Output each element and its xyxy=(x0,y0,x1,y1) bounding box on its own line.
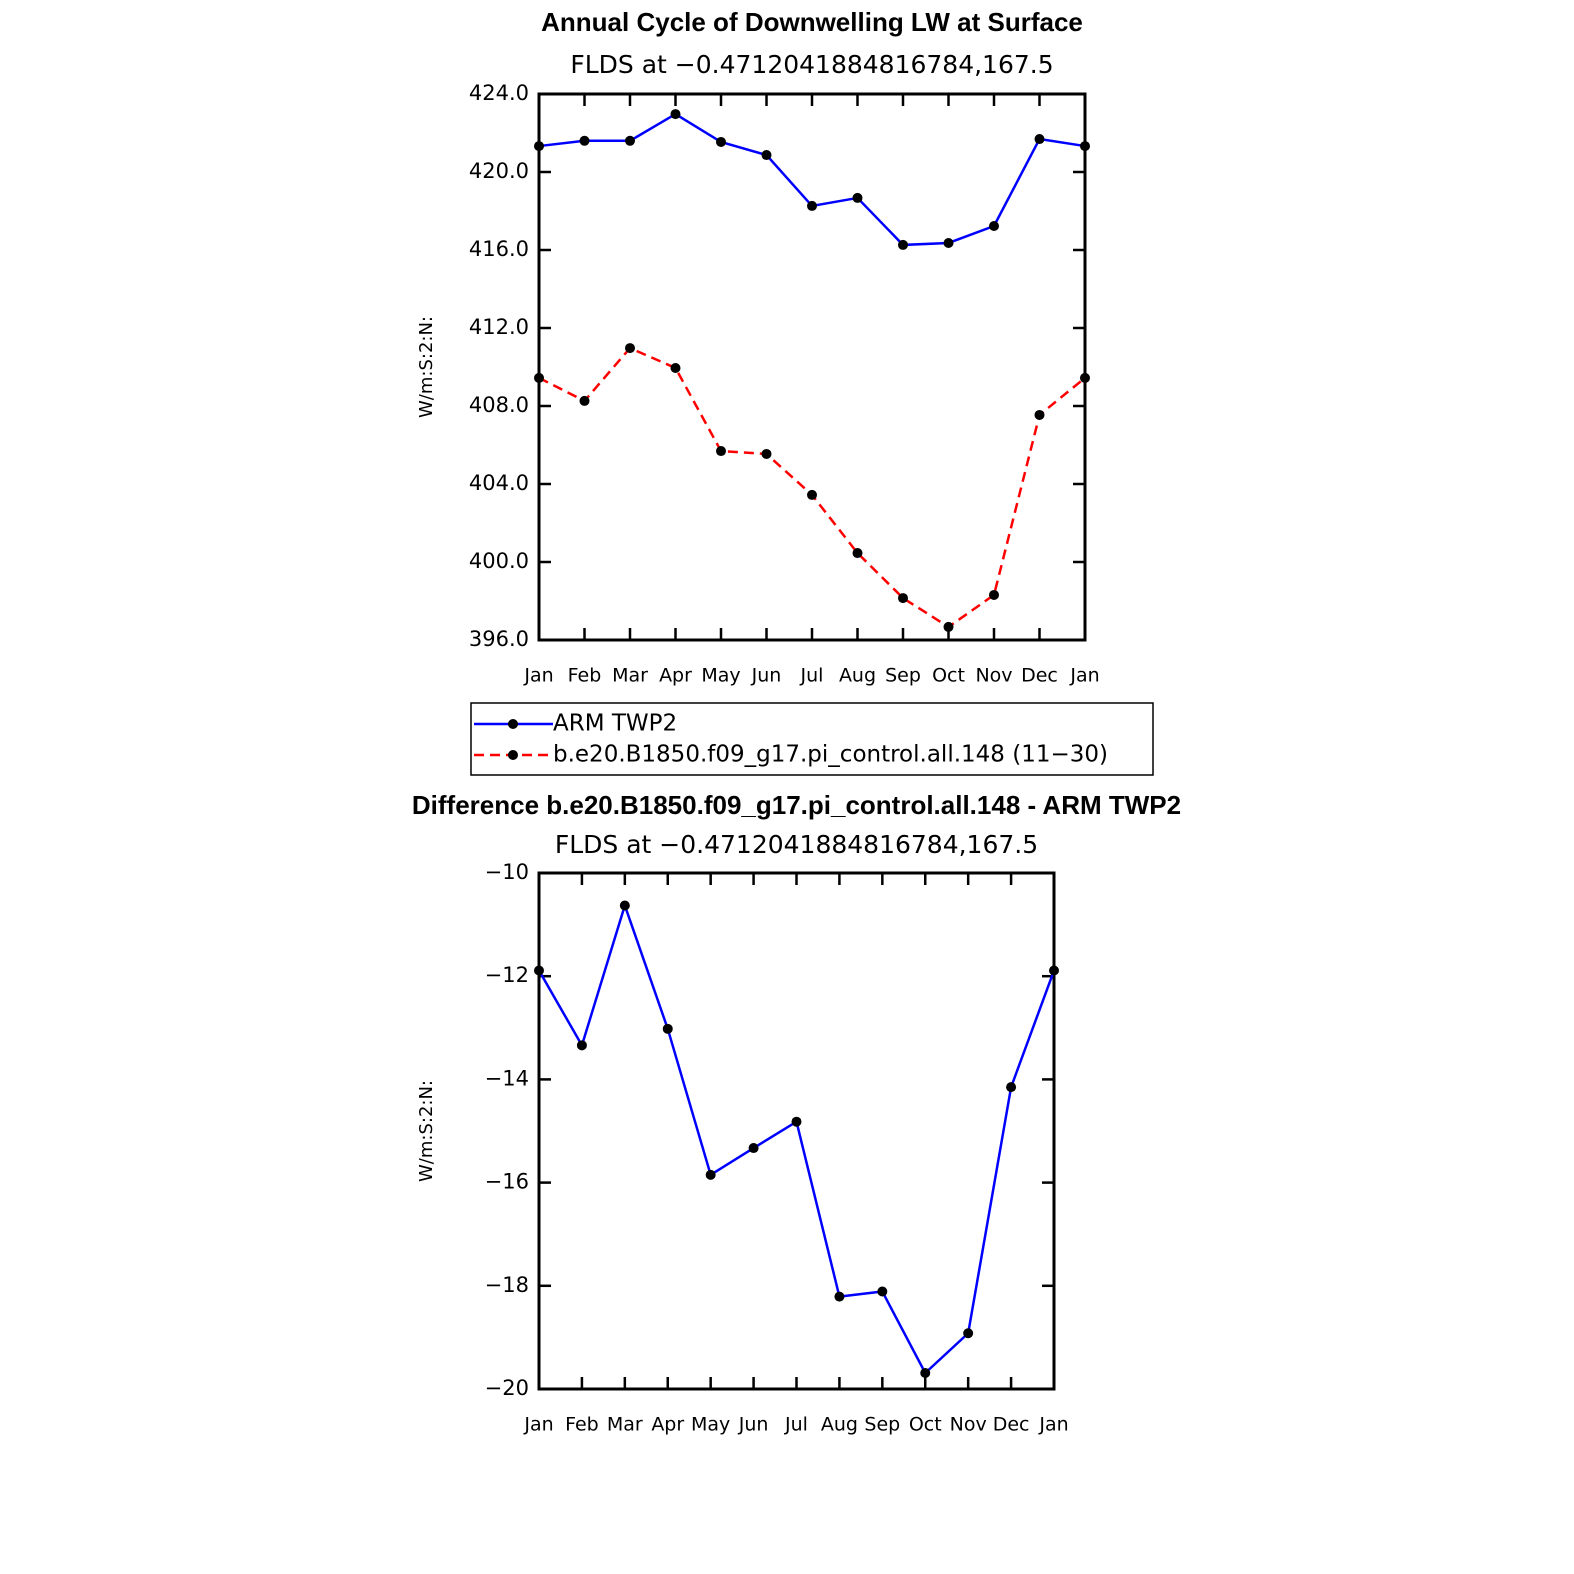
x-tick-label: Jan xyxy=(523,665,553,687)
x-tick-label: Mar xyxy=(607,1414,643,1436)
x-tick-label: Sep xyxy=(864,1414,900,1436)
data-point xyxy=(748,1143,759,1154)
data-point xyxy=(1006,1082,1017,1093)
data-point xyxy=(716,136,726,147)
chart-subtitle: FLDS at −0.4712041884816784,167.5 xyxy=(570,50,1053,79)
data-point xyxy=(670,109,681,120)
legend-box xyxy=(470,702,1154,776)
legend-label: ARM TWP2 xyxy=(553,711,677,737)
data-point xyxy=(534,965,544,976)
y-tick-label: −16 xyxy=(485,1170,529,1194)
data-point xyxy=(534,141,544,152)
data-point xyxy=(761,150,772,161)
x-tick-label: Jul xyxy=(784,1414,808,1436)
data-point xyxy=(834,1291,845,1302)
x-tick-label: Dec xyxy=(1021,665,1058,687)
data-point xyxy=(625,343,635,354)
series-line xyxy=(537,901,1056,1376)
data-point xyxy=(989,589,999,600)
data-point xyxy=(898,239,908,250)
y-tick-label: 412.0 xyxy=(469,315,529,339)
data-point xyxy=(1034,134,1045,145)
data-point xyxy=(1049,965,1059,976)
y-axis-label: W/m:S:2:N: xyxy=(416,1080,437,1182)
data-point xyxy=(579,135,590,146)
data-point xyxy=(705,1169,716,1180)
data-point xyxy=(579,395,590,406)
x-tick-label: Apr xyxy=(659,665,692,687)
x-tick-label: Apr xyxy=(651,1414,684,1436)
x-tick-label: Jul xyxy=(800,665,824,687)
y-tick-label: −12 xyxy=(485,963,529,987)
y-tick-label: 404.0 xyxy=(469,471,529,495)
data-point xyxy=(852,192,863,203)
x-tick-label: Aug xyxy=(839,665,876,687)
series-line xyxy=(538,346,1086,629)
x-tick-label: Jun xyxy=(738,1414,769,1436)
x-tick-label: Aug xyxy=(821,1414,858,1436)
data-point xyxy=(534,372,544,383)
data-point xyxy=(963,1328,974,1339)
data-point xyxy=(716,446,726,457)
data-point xyxy=(761,448,772,459)
data-point xyxy=(898,593,908,604)
data-point xyxy=(943,237,954,248)
legend-label: b.e20.B1850.f09_g17.pi_control.all.148 (… xyxy=(553,742,1108,768)
x-tick-label: Oct xyxy=(932,665,965,687)
y-tick-label: 424.0 xyxy=(469,81,529,105)
chart-title: Difference b.e20.B1850.f09_g17.pi_contro… xyxy=(412,790,1181,820)
data-point xyxy=(1080,372,1090,383)
data-point xyxy=(576,1040,587,1051)
x-tick-label: Nov xyxy=(950,1414,987,1436)
y-tick-label: 408.0 xyxy=(469,393,529,417)
chart-title: Annual Cycle of Downwelling LW at Surfac… xyxy=(541,7,1083,37)
x-tick-label: Sep xyxy=(885,665,921,687)
x-tick-label: Feb xyxy=(565,1414,599,1436)
data-point xyxy=(920,1368,931,1379)
plot-frame xyxy=(537,92,1087,642)
data-point xyxy=(670,362,681,373)
x-tick-label: Oct xyxy=(909,1414,942,1436)
plot-frame xyxy=(537,871,1056,1391)
x-tick-label: Jan xyxy=(1038,1414,1068,1436)
chart-subtitle: FLDS at −0.4712041884816784,167.5 xyxy=(555,830,1038,859)
data-point xyxy=(625,135,635,146)
y-tick-label: 420.0 xyxy=(469,159,529,183)
data-point xyxy=(1034,409,1045,420)
x-tick-label: Jan xyxy=(1069,665,1099,687)
x-tick-label: May xyxy=(691,1414,730,1436)
data-point xyxy=(807,489,817,500)
data-point xyxy=(877,1286,888,1297)
data-point xyxy=(619,900,630,911)
y-tick-label: 396.0 xyxy=(469,627,529,651)
data-point xyxy=(1080,141,1090,152)
y-tick-label: −10 xyxy=(485,860,529,884)
x-tick-label: Jun xyxy=(751,665,782,687)
y-tick-label: 416.0 xyxy=(469,237,529,261)
data-point xyxy=(943,621,954,632)
y-axis-label: W/m:S:2:N: xyxy=(416,316,437,418)
data-point xyxy=(852,548,863,559)
legend-marker xyxy=(508,719,518,729)
y-tick-label: −14 xyxy=(485,1066,529,1090)
x-tick-label: May xyxy=(701,665,740,687)
y-tick-label: −18 xyxy=(485,1273,529,1297)
series-line xyxy=(538,112,1086,247)
legend-marker xyxy=(508,750,518,760)
x-tick-label: Mar xyxy=(612,665,648,687)
y-tick-label: 400.0 xyxy=(469,549,529,573)
data-point xyxy=(791,1116,802,1127)
x-tick-label: Nov xyxy=(975,665,1012,687)
x-tick-label: Jan xyxy=(523,1414,553,1436)
data-point xyxy=(807,200,817,211)
data-point xyxy=(989,221,999,232)
x-tick-label: Dec xyxy=(993,1414,1030,1436)
y-tick-label: −20 xyxy=(485,1376,529,1400)
data-point xyxy=(662,1023,673,1034)
x-tick-label: Feb xyxy=(568,665,602,687)
